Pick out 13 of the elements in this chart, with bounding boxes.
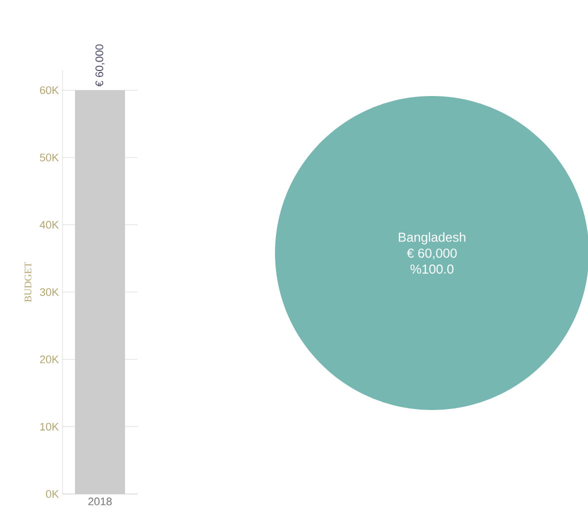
text: %100.0 bbox=[410, 264, 454, 274]
data-label: € 60,000 bbox=[95, 44, 105, 87]
y-tick-label: 50K bbox=[40, 154, 59, 162]
x-tick-label: 2018 bbox=[88, 498, 112, 506]
y-tick-label: 20K bbox=[40, 356, 59, 364]
y-tick-label: 40K bbox=[40, 220, 59, 229]
y-axis-title: BUDGET bbox=[24, 262, 32, 302]
slice-label: Bangladesh bbox=[398, 232, 466, 244]
y-tick-label: 0K bbox=[46, 490, 59, 498]
y-tick-label: 60K bbox=[40, 86, 59, 94]
y-tick-label: 10K bbox=[40, 422, 59, 431]
data-label: € 60,000 bbox=[406, 248, 457, 260]
y-tick-label: 30K bbox=[40, 288, 59, 296]
